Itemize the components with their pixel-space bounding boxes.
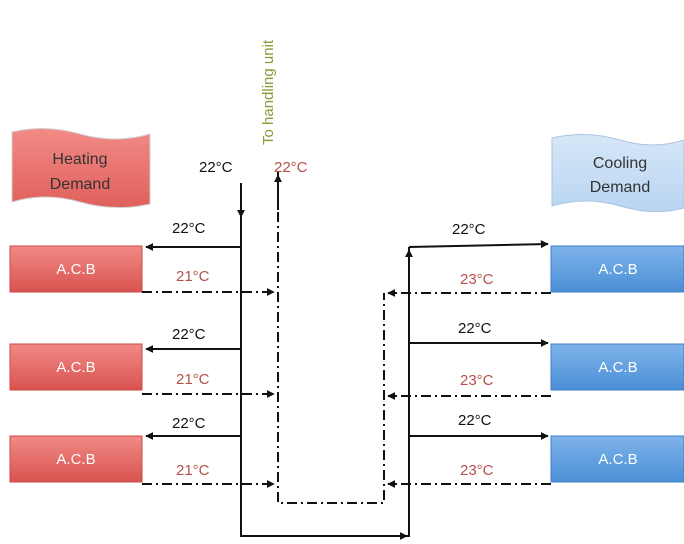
- heating-supply-temp: 22°C: [172, 326, 206, 343]
- heating-acb-box: [9, 245, 143, 293]
- cooling-demand-flag: [551, 133, 684, 213]
- heating-supply-temp: 22°C: [172, 220, 206, 237]
- heating-demand-flag: [11, 127, 151, 209]
- heating-acb-label: A.C.B: [56, 451, 95, 468]
- heating-acb-box: [9, 435, 143, 483]
- heating-return-temp: 21°C: [176, 462, 210, 479]
- cooling-supply-temp: 22°C: [452, 221, 486, 238]
- cooling-flag-line-2: Demand: [590, 179, 650, 196]
- cooling-supply-temp: 22°C: [458, 412, 492, 429]
- cooling-acb-label: A.C.B: [598, 451, 637, 468]
- cooling-supply-branch: [408, 240, 549, 249]
- heating-flag-line-2: Demand: [50, 176, 110, 193]
- main-return-temp: 22°C: [274, 159, 308, 176]
- cooling-acb-label: A.C.B: [598, 261, 637, 278]
- cooling-acb-box: [550, 343, 684, 391]
- cooling-return-temp: 23°C: [460, 372, 494, 389]
- heating-return-temp: 21°C: [176, 268, 210, 285]
- cooling-return-temp: 23°C: [460, 462, 494, 479]
- return-main-pipe: [277, 172, 385, 504]
- cooling-acb-box: [550, 245, 684, 293]
- main-supply-temp: 22°C: [199, 159, 233, 176]
- cooling-acb-label: A.C.B: [598, 359, 637, 376]
- cooling-return-temp: 23°C: [460, 271, 494, 288]
- heating-acb-label: A.C.B: [56, 261, 95, 278]
- cooling-acb-box: [550, 435, 684, 483]
- handling-unit-label: To handling unit: [260, 39, 277, 145]
- supply-main-pipe: [240, 183, 410, 537]
- heating-acb-label: A.C.B: [56, 359, 95, 376]
- heating-acb-box: [9, 343, 143, 391]
- heating-supply-temp: 22°C: [172, 415, 206, 432]
- cooling-supply-temp: 22°C: [458, 320, 492, 337]
- heating-flag-line-1: Heating: [52, 151, 107, 168]
- heating-return-temp: 21°C: [176, 371, 210, 388]
- cooling-flag-line-1: Cooling: [593, 155, 647, 172]
